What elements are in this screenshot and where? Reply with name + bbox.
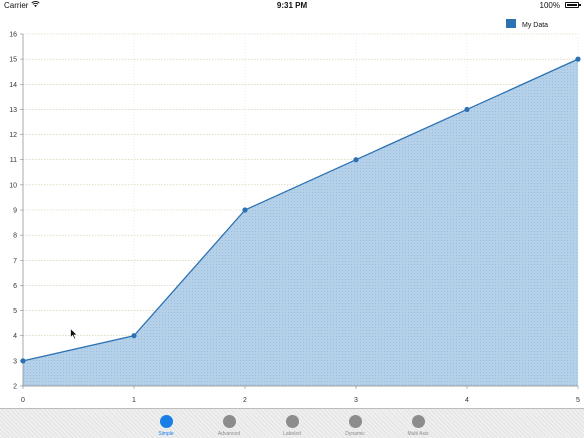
legend-swatch (506, 19, 516, 28)
tab-simple[interactable]: Simple (141, 415, 191, 437)
y-tick-label: 5 (13, 308, 17, 315)
status-bar: Carrier 9:31 PM 100% (0, 0, 584, 12)
chart-axes (20, 33, 579, 389)
y-tick-label: 4 (13, 333, 17, 340)
y-tick-label: 7 (13, 258, 17, 265)
tab-labeled[interactable]: Labeled (267, 415, 317, 437)
data-point (20, 358, 26, 364)
chart-legend[interactable]: My Data (506, 19, 548, 29)
tab-simple-icon (159, 415, 173, 428)
x-tick-label: 5 (576, 397, 580, 404)
tab-dynamic[interactable]: Dynamic (330, 415, 380, 437)
data-point (575, 56, 581, 62)
legend-label: My Data (522, 22, 548, 29)
wifi-icon (31, 0, 40, 10)
y-tick-label: 11 (10, 157, 17, 164)
tab-labeled-label: Labeled (283, 431, 301, 437)
tab-bar: Simple Advanced Labeled Dynamic Multi Ax… (0, 408, 584, 438)
tab-advanced-icon (222, 415, 236, 428)
series-line (22, 58, 579, 362)
data-point (242, 207, 248, 213)
y-tick-label: 13 (9, 107, 17, 114)
y-tick-label: 12 (9, 132, 17, 139)
x-tick-label: 1 (132, 397, 136, 404)
y-tick-label: 2 (13, 384, 17, 391)
y-tick-label: 3 (13, 358, 17, 365)
x-tick-label: 4 (465, 397, 469, 404)
y-tick-label: 9 (13, 208, 17, 215)
y-tick-label: 8 (13, 233, 17, 240)
tab-dynamic-icon (348, 415, 362, 428)
y-tick-label: 10 (9, 182, 17, 189)
battery-icon (565, 2, 581, 8)
data-point (131, 333, 137, 339)
battery-percentage: 100% (539, 1, 560, 10)
series-area (22, 58, 579, 387)
series-points (20, 56, 581, 364)
y-tick-label: 14 (9, 82, 17, 89)
mouse-pointer-icon (70, 327, 79, 345)
tab-dynamic-label: Dynamic (345, 431, 365, 437)
tab-advanced-label: Advanced (217, 431, 241, 437)
data-point (464, 106, 470, 113)
y-axis-tick-labels: 2 3 4 5 6 7 8 9 10 11 12 13 14 15 16 (9, 32, 17, 391)
y-tick-label: 15 (9, 57, 17, 64)
x-axis-tick-labels: 0 1 2 3 4 5 (21, 397, 580, 404)
series-area-fill (23, 59, 578, 387)
carrier-label: Carrier (4, 1, 29, 10)
tab-multi-axis-icon (411, 415, 425, 428)
x-tick-label: 3 (354, 397, 358, 404)
tab-multi-axis[interactable]: Multi Axis (393, 415, 443, 437)
tab-advanced[interactable]: Advanced (204, 415, 254, 437)
y-tick-label: 6 (13, 283, 17, 290)
x-tick-label: 0 (21, 397, 25, 404)
x-tick-label: 2 (243, 397, 247, 404)
tab-labeled-icon (285, 415, 299, 428)
clock-time: 9:31 PM (276, 1, 308, 10)
tab-multi-axis-label: Multi Axis (407, 431, 429, 437)
y-tick-label: 16 (9, 32, 17, 39)
tab-simple-label: Simple (158, 431, 174, 437)
data-point (353, 157, 359, 163)
